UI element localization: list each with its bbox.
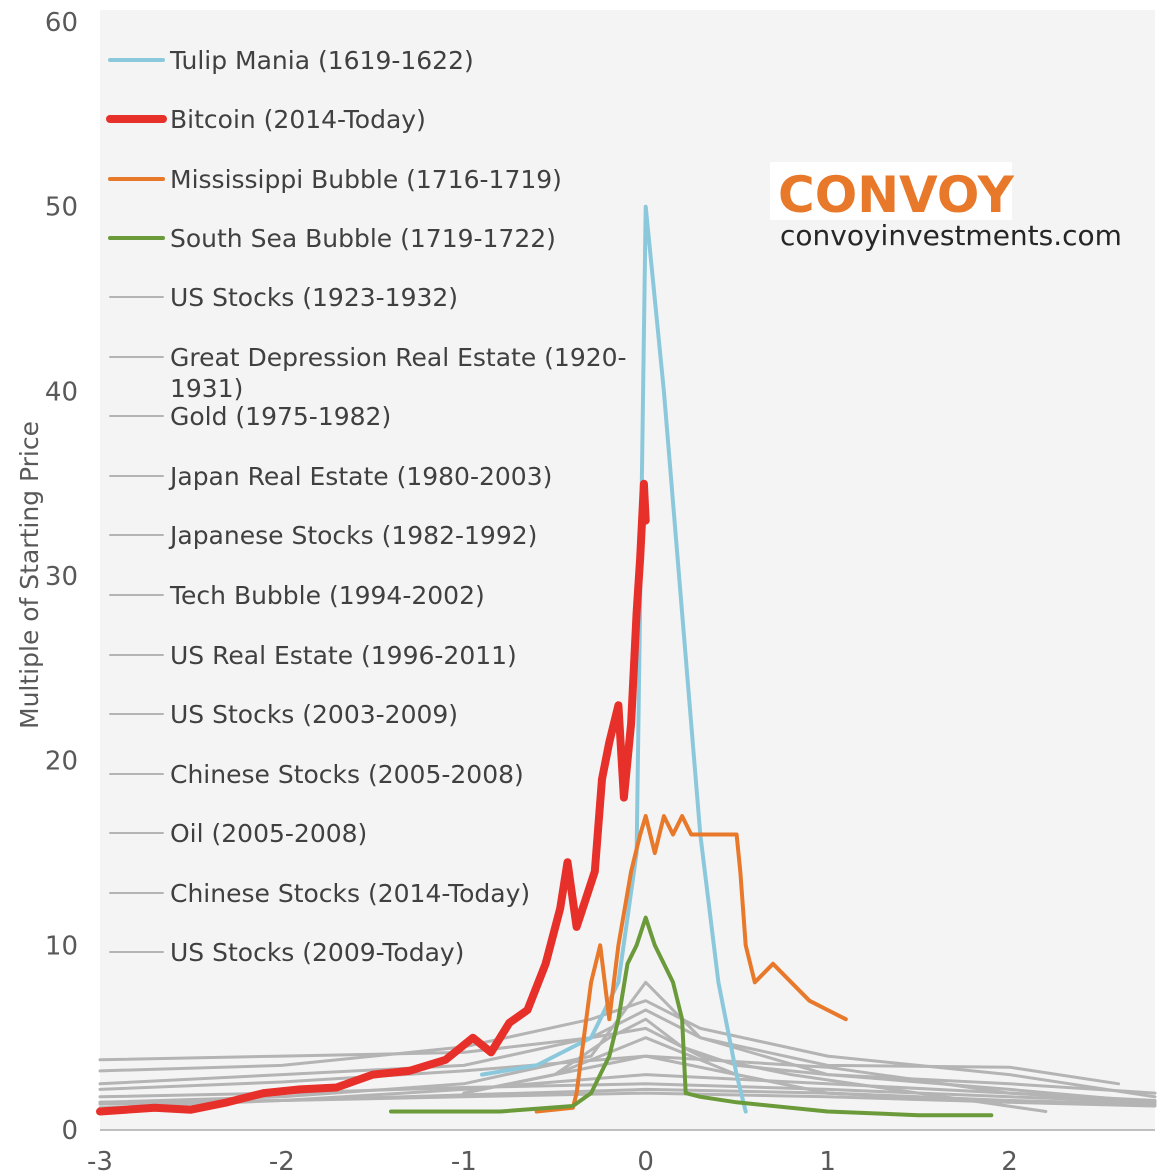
series-line-tech-bubble-1994-2002 — [98, 999, 1157, 1099]
series-line-mississippi-bubble-1716-1719 — [534, 814, 848, 1114]
y-tick-label-40: 40 — [45, 377, 78, 407]
legend-item-tech-bubble-1994-2002: Tech Bubble (1994-2002) — [109, 581, 485, 610]
x-tick-label-1: -2 — [269, 1147, 295, 1176]
legend-label-chinese-stocks-2014-today: Chinese Stocks (2014-Today) — [170, 879, 530, 908]
y-tick-label-20: 20 — [45, 747, 78, 777]
legend-label-bitcoin-2014-today: Bitcoin (2014-Today) — [170, 105, 426, 134]
x-tick-label-5: 2 — [1001, 1147, 1018, 1176]
legend-label-japanese-stocks-1982-1992: Japanese Stocks (1982-1992) — [168, 521, 537, 550]
legend-label-us-stocks-1923-1932: US Stocks (1923-1932) — [170, 283, 458, 312]
series-line-chinese-stocks-2014-today — [462, 1036, 920, 1099]
y-tick-label-60: 60 — [45, 8, 78, 38]
x-tick-label-0: -3 — [87, 1147, 113, 1176]
legend-label-us-real-estate-1996-2011: US Real Estate (1996-2011) — [170, 641, 517, 670]
legend-item-gold-1975-1982: Gold (1975-1982) — [109, 402, 391, 431]
legend-item-bitcoin-2014-today: Bitcoin (2014-Today) — [106, 105, 426, 134]
series-line-south-sea-bubble-1719-1722 — [389, 915, 994, 1118]
x-tick-label-2: -1 — [451, 1147, 477, 1176]
legend-item-great-depression-real-estate-1920-1931: Great Depression Real Estate (1920-1931) — [109, 343, 627, 403]
brand-website: convoyinvestments.com — [780, 219, 1122, 252]
legend-label-great-depression-real-estate-1920-1931: Great Depression Real Estate (1920-1931) — [170, 343, 627, 403]
legend: Tulip Mania (1619-1622) Bitcoin (2014-Tod… — [106, 46, 627, 967]
legend-item-japanese-stocks-1982-1992: Japanese Stocks (1982-1992) — [109, 521, 537, 550]
brand-name: CONVOY — [778, 166, 1015, 224]
legend-item-us-real-estate-1996-2011: US Real Estate (1996-2011) — [109, 641, 517, 670]
legend-label-south-sea-bubble-1719-1722: South Sea Bubble (1719-1722) — [170, 224, 556, 253]
series-line-us-stocks-2009-today — [98, 1091, 1157, 1108]
brand-logo-box — [770, 162, 1012, 220]
legend-item-us-stocks-2003-2009: US Stocks (2003-2009) — [109, 700, 458, 729]
legend-label-chinese-stocks-2005-2008: Chinese Stocks (2005-2008) — [170, 760, 524, 789]
legend-label-japan-real-estate-1980-2003: Japan Real Estate (1980-2003) — [168, 462, 552, 491]
legend-item-japan-real-estate-1980-2003: Japan Real Estate (1980-2003) — [109, 462, 552, 491]
legend-item-us-stocks-1923-1932: US Stocks (1923-1932) — [109, 283, 458, 312]
legend-item-chinese-stocks-2014-today: Chinese Stocks (2014-Today) — [109, 879, 530, 908]
y-ticks: 0 10 20 30 40 50 60 — [45, 8, 78, 1146]
legend-label-gold-1975-1982: Gold (1975-1982) — [170, 402, 391, 431]
legend-item-mississippi-bubble-1716-1719: Mississippi Bubble (1716-1719) — [108, 165, 562, 194]
legend-item-us-stocks-2009-today: US Stocks (2009-Today) — [109, 938, 464, 967]
legend-label-us-stocks-2009-today: US Stocks (2009-Today) — [170, 938, 464, 967]
legend-item-south-sea-bubble-1719-1722: South Sea Bubble (1719-1722) — [108, 224, 556, 253]
legend-item-tulip-mania-1619-1622: Tulip Mania (1619-1622) — [108, 46, 474, 75]
x-ticks: -3 -2 -1 0 1 2 — [87, 1147, 1018, 1176]
legend-item-oil-2005-2008: Oil (2005-2008) — [109, 819, 367, 848]
y-axis-label: Multiple of Starting Price — [15, 421, 44, 729]
x-tick-label-3: 0 — [637, 1147, 654, 1176]
y-tick-label-10: 10 — [45, 931, 78, 961]
legend-label-us-stocks-2003-2009: US Stocks (2003-2009) — [170, 700, 458, 729]
series-line-japanese-stocks-1982-1992 — [98, 1008, 1121, 1086]
series-layer — [96, 204, 1157, 1118]
legend-label-mississippi-bubble-1716-1719: Mississippi Bubble (1716-1719) — [170, 165, 562, 194]
legend-label-tech-bubble-1994-2002: Tech Bubble (1994-2002) — [169, 581, 485, 610]
y-tick-label-50: 50 — [45, 193, 78, 223]
legend-label-tulip-mania-1619-1622: Tulip Mania (1619-1622) — [169, 46, 474, 75]
legend-label-oil-2005-2008: Oil (2005-2008) — [170, 819, 367, 848]
brand-logo: CONVOY convoyinvestments.com — [770, 162, 1122, 252]
y-tick-label-0: 0 — [61, 1116, 78, 1146]
series-line-bitcoin-2014-today — [96, 479, 650, 1116]
y-tick-label-30: 30 — [45, 562, 78, 592]
legend-item-chinese-stocks-2005-2008: Chinese Stocks (2005-2008) — [109, 760, 524, 789]
x-tick-label-4: 1 — [819, 1147, 836, 1176]
